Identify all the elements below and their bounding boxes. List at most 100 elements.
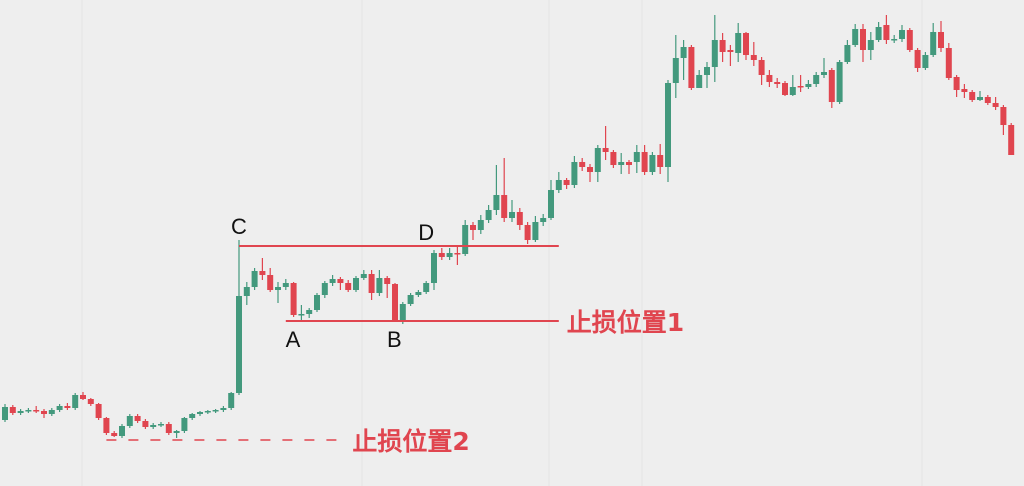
candle-up xyxy=(680,47,687,58)
candle-down xyxy=(64,406,71,408)
candle-up xyxy=(844,45,851,62)
point-label-d: D xyxy=(418,220,435,245)
candle-down xyxy=(454,253,461,255)
candle-up xyxy=(282,283,289,287)
point-label-a: A xyxy=(285,327,301,352)
candle-down xyxy=(766,75,773,82)
candle-down xyxy=(969,92,976,100)
candle-down xyxy=(368,274,375,293)
candle-up xyxy=(431,253,437,283)
candle-down xyxy=(516,212,523,225)
candle-down xyxy=(579,162,586,167)
candle-down xyxy=(688,47,695,88)
candle-down xyxy=(610,152,617,165)
candle-down xyxy=(87,399,94,404)
candle-up xyxy=(48,410,55,414)
candle-up xyxy=(2,407,8,420)
candle-up xyxy=(735,33,742,53)
candle-down xyxy=(111,433,118,436)
candle-down xyxy=(95,404,102,418)
candle-up xyxy=(977,97,983,100)
candle-down xyxy=(1008,125,1015,155)
stop-loss-label-1: 止损位置1 xyxy=(566,308,685,337)
candle-up xyxy=(540,218,547,222)
candle-up xyxy=(298,314,305,316)
candle-down xyxy=(384,278,391,284)
candle-down xyxy=(587,167,593,172)
candle-up xyxy=(493,195,500,210)
candle-up xyxy=(243,287,250,296)
candle-up xyxy=(204,411,211,413)
candle-down xyxy=(142,421,149,427)
candle-down xyxy=(438,253,445,257)
candle-down xyxy=(719,40,726,52)
candle-down xyxy=(134,416,141,421)
candle-up xyxy=(212,410,219,412)
candle-down xyxy=(524,225,531,240)
candle-down xyxy=(860,29,866,50)
candle-down xyxy=(563,180,570,185)
candle-down xyxy=(883,25,890,40)
candle-up xyxy=(189,414,196,418)
candle-down xyxy=(992,103,999,107)
candle-up xyxy=(571,162,578,185)
candle-down xyxy=(267,275,274,290)
candle-up xyxy=(922,55,929,68)
candle-up xyxy=(314,295,320,310)
candle-down xyxy=(290,283,297,315)
candle-down xyxy=(953,77,960,90)
candle-down xyxy=(945,48,952,78)
candle-up xyxy=(150,425,157,427)
candle-up xyxy=(197,412,203,414)
candle-up xyxy=(696,75,703,88)
candle-down xyxy=(797,86,804,88)
candle-up xyxy=(173,431,180,433)
candle-down xyxy=(165,424,172,433)
candle-up xyxy=(423,283,430,292)
candle-down xyxy=(758,60,765,75)
candle-down xyxy=(501,195,508,218)
candle-up xyxy=(665,83,671,167)
candle-up xyxy=(251,271,258,287)
candle-up xyxy=(17,411,24,413)
candle-up xyxy=(399,304,406,320)
candle-down xyxy=(33,410,40,412)
candle-down xyxy=(41,411,47,414)
candle-up xyxy=(618,162,625,165)
candle-down xyxy=(961,89,968,92)
candle-down xyxy=(906,30,913,50)
candle-down xyxy=(774,82,781,84)
candle-up xyxy=(594,148,601,172)
candle-up xyxy=(836,62,843,102)
candle-up xyxy=(805,84,812,87)
candle-up xyxy=(548,190,554,218)
candle-up xyxy=(72,395,79,408)
candle-up xyxy=(360,274,367,278)
candle-down xyxy=(470,225,476,230)
candle-up xyxy=(891,39,898,41)
candle-up xyxy=(462,225,469,254)
candle-down xyxy=(984,97,991,103)
candle-up xyxy=(275,287,281,290)
candle-up xyxy=(485,210,492,220)
candle-down xyxy=(938,32,944,48)
candle-down xyxy=(1000,107,1007,125)
candle-up xyxy=(555,180,562,190)
candle-down xyxy=(392,284,398,320)
candle-up xyxy=(509,212,515,218)
candle-up xyxy=(56,406,63,410)
candle-up xyxy=(930,32,937,55)
candle-down xyxy=(727,50,734,52)
candle-up xyxy=(633,152,640,162)
candle-down xyxy=(9,407,16,413)
candle-up xyxy=(899,30,905,39)
candle-up xyxy=(158,424,164,426)
candle-up xyxy=(407,295,414,304)
candle-down xyxy=(80,395,86,399)
candle-up xyxy=(446,253,453,257)
candle-down xyxy=(259,271,266,275)
candle-up xyxy=(181,418,188,431)
candle-up xyxy=(415,292,422,295)
